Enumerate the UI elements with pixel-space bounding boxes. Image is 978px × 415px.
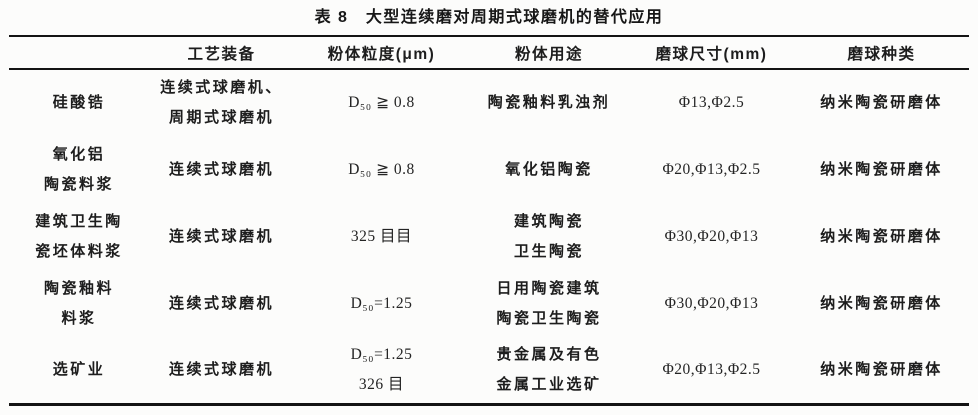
header-row: 工艺装备 粉体粒度(μm) 粉体用途 磨球尺寸(mm) 磨球种类 [9,36,969,69]
cell-usage: 日用陶瓷建筑 陶瓷卫生陶瓷 [496,279,602,327]
cell-ball-size: Φ20,Φ13,Φ2.5 [662,360,761,378]
cell-particle-size: D₅₀=1.25 [350,294,413,312]
cell-equipment: 连续式球磨机 [168,227,274,245]
cell-ball-size: Φ20,Φ13,Φ2.5 [662,160,761,178]
cell-equipment: 连续式球磨机、 周期式球磨机 [160,79,283,126]
cell-material: 建筑卫生陶 瓷坯体料浆 [35,212,123,260]
table-row: 陶瓷釉料 料浆 连续式球磨机 D₅₀=1.25 日用陶瓷建筑 陶瓷卫生陶瓷 Φ3… [9,270,969,337]
cell-ball-type: 纳米陶瓷研磨体 [820,294,943,312]
cell-particle-size: D₅₀=1.25 326 目 [350,345,413,393]
header-particle-size: 粉体粒度(μm) [327,45,436,63]
cell-material: 陶瓷釉料 料浆 [43,279,114,327]
table-row: 硅酸锆 连续式球磨机、 周期式球磨机 D₅₀ ≧ 0.8 陶瓷釉料乳浊剂 Φ13… [9,69,969,136]
cell-ball-type: 纳米陶瓷研磨体 [820,227,943,245]
table-row: 选矿业 连续式球磨机 D₅₀=1.25 326 目 贵金属及有色 金属工业选矿 … [9,337,969,404]
cell-ball-type: 纳米陶瓷研磨体 [820,94,943,111]
cell-particle-size: 325 目目 [350,227,413,245]
cell-ball-size: Φ30,Φ20,Φ13 [664,227,759,245]
cell-usage: 氧化铝陶瓷 [505,160,593,178]
table-row: 氧化铝 陶瓷料浆 连续式球磨机 D₅₀ ≧ 0.8 氧化铝陶瓷 Φ20,Φ13,… [9,136,969,203]
header-ball-type: 磨球种类 [847,45,916,63]
cell-material: 氧化铝 陶瓷料浆 [43,145,114,193]
cell-ball-size: Φ13,Φ2.5 [678,94,745,111]
table-row: 建筑卫生陶 瓷坯体料浆 连续式球磨机 325 目目 建筑陶瓷 卫生陶瓷 Φ30,… [9,203,969,270]
cell-equipment: 连续式球磨机 [168,160,274,178]
replacement-applications-table: 工艺装备 粉体粒度(μm) 粉体用途 磨球尺寸(mm) 磨球种类 硅酸锆 连续式… [9,35,969,406]
cell-equipment: 连续式球磨机 [168,360,274,378]
cell-ball-type: 纳米陶瓷研磨体 [820,360,943,378]
header-material [9,36,149,69]
cell-particle-size: D₅₀ ≧ 0.8 [348,94,415,111]
table-caption: 表 8 大型连续磨对周期式球磨机的替代应用 [314,9,664,26]
cell-ball-size: Φ30,Φ20,Φ13 [664,294,759,312]
cell-usage: 建筑陶瓷 卫生陶瓷 [513,212,584,260]
cell-material: 选矿业 [52,360,106,378]
cell-usage: 贵金属及有色 金属工业选矿 [496,345,602,393]
cell-particle-size: D₅₀ ≧ 0.8 [348,160,415,178]
header-usage: 粉体用途 [514,45,583,63]
cell-usage: 陶瓷釉料乳浊剂 [487,94,611,111]
cell-material: 硅酸锆 [52,94,106,111]
header-equipment: 工艺装备 [187,45,256,63]
header-ball-size: 磨球尺寸(mm) [655,45,768,63]
cell-ball-type: 纳米陶瓷研磨体 [820,160,943,178]
cell-equipment: 连续式球磨机 [168,294,274,312]
